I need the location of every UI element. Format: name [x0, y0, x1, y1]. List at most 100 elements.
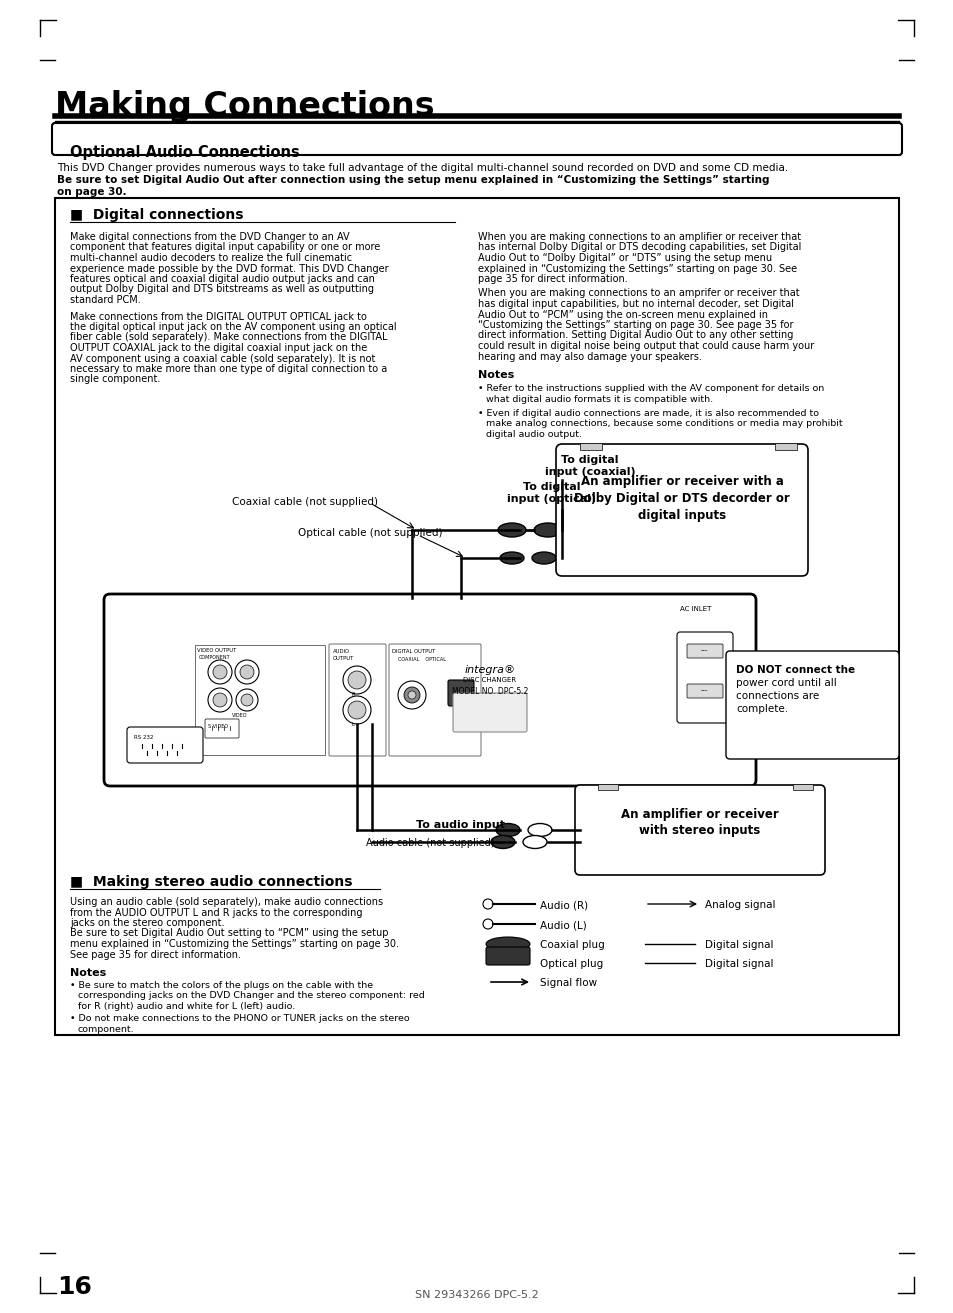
Text: the digital optical input jack on the AV component using an optical: the digital optical input jack on the AV… — [70, 322, 396, 332]
Ellipse shape — [522, 835, 546, 848]
Circle shape — [208, 688, 232, 712]
Circle shape — [348, 701, 366, 720]
Text: See page 35 for direct information.: See page 35 for direct information. — [70, 949, 241, 960]
FancyBboxPatch shape — [329, 643, 386, 756]
Text: input (optical): input (optical) — [507, 494, 596, 504]
FancyBboxPatch shape — [448, 680, 474, 706]
Text: Notes: Notes — [70, 968, 106, 978]
Text: on page 30.: on page 30. — [57, 186, 127, 197]
Text: Audio cable (not supplied): Audio cable (not supplied) — [365, 838, 494, 848]
Text: • Even if digital audio connections are made, it is also recommended to: • Even if digital audio connections are … — [477, 410, 818, 418]
Text: ---: --- — [700, 647, 707, 653]
FancyBboxPatch shape — [686, 643, 722, 658]
Text: An amplifier or receiver: An amplifier or receiver — [620, 807, 778, 821]
Circle shape — [482, 919, 493, 930]
Text: SN 29343266 DPC-5.2: SN 29343266 DPC-5.2 — [415, 1289, 538, 1300]
Text: single component.: single component. — [70, 374, 160, 385]
Text: make analog connections, because some conditions or media may prohibit: make analog connections, because some co… — [485, 419, 841, 428]
Text: • Refer to the instructions supplied with the AV component for details on: • Refer to the instructions supplied wit… — [477, 383, 823, 393]
Ellipse shape — [532, 551, 556, 565]
Text: has digital input capabilities, but no internal decoder, set Digital: has digital input capabilities, but no i… — [477, 299, 793, 309]
Text: AV component using a coaxial cable (sold separately). It is not: AV component using a coaxial cable (sold… — [70, 353, 375, 364]
Circle shape — [408, 691, 416, 699]
Bar — [55, 198, 898, 1035]
FancyBboxPatch shape — [686, 684, 722, 699]
Text: VIDEO: VIDEO — [232, 713, 248, 718]
Bar — [774, 442, 796, 450]
Ellipse shape — [496, 823, 519, 836]
Bar — [792, 784, 812, 790]
Text: standard PCM.: standard PCM. — [70, 295, 141, 305]
Ellipse shape — [499, 551, 523, 565]
Text: Optional Audio Connections: Optional Audio Connections — [70, 144, 299, 160]
Text: DISC CHANGER: DISC CHANGER — [463, 678, 516, 683]
Text: To digital: To digital — [522, 482, 580, 492]
Text: Notes: Notes — [477, 370, 514, 379]
Circle shape — [343, 666, 371, 695]
Text: RS 232: RS 232 — [133, 735, 153, 741]
Text: DO NOT connect the: DO NOT connect the — [735, 664, 854, 675]
Circle shape — [240, 664, 253, 679]
Text: complete.: complete. — [735, 704, 787, 714]
Text: COMPONENT: COMPONENT — [199, 655, 231, 660]
Text: connections are: connections are — [735, 691, 819, 701]
Circle shape — [213, 693, 227, 706]
Text: When you are making connections to an amprifer or receiver that: When you are making connections to an am… — [477, 289, 799, 298]
Text: AUDIO: AUDIO — [333, 649, 350, 654]
Text: multi-channel audio decoders to realize the full cinematic: multi-channel audio decoders to realize … — [70, 253, 352, 263]
Text: COAXIAL    OPTICAL: COAXIAL OPTICAL — [397, 656, 446, 662]
Ellipse shape — [534, 523, 561, 537]
FancyBboxPatch shape — [575, 785, 824, 874]
Circle shape — [235, 689, 257, 712]
Text: Audio Out to “Dolby Digital” or “DTS” using the setup menu: Audio Out to “Dolby Digital” or “DTS” us… — [477, 253, 771, 263]
Text: Dolby Digital or DTS decorder or: Dolby Digital or DTS decorder or — [574, 492, 789, 506]
Circle shape — [234, 660, 258, 684]
Text: Audio Out to “PCM” using the on-screen menu explained in: Audio Out to “PCM” using the on-screen m… — [477, 310, 767, 319]
Text: direct information. Setting Digital Audio Out to any other setting: direct information. Setting Digital Audi… — [477, 331, 793, 340]
Text: Be sure to set Digital Audio Out after connection using the setup menu explained: Be sure to set Digital Audio Out after c… — [57, 175, 769, 185]
Text: • Do not make connections to the PHONO or TUNER jacks on the stereo: • Do not make connections to the PHONO o… — [70, 1014, 409, 1023]
Text: has internal Dolby Digital or DTS decoding capabilities, set Digital: has internal Dolby Digital or DTS decodi… — [477, 243, 801, 252]
Text: OUTPUT: OUTPUT — [333, 656, 354, 660]
Text: • Be sure to match the colors of the plugs on the cable with the: • Be sure to match the colors of the plu… — [70, 981, 373, 990]
FancyBboxPatch shape — [205, 720, 239, 738]
Text: power cord until all: power cord until all — [735, 678, 836, 688]
Text: Analog signal: Analog signal — [704, 899, 775, 910]
Text: for R (right) audio and white for L (left) audio.: for R (right) audio and white for L (lef… — [78, 1002, 294, 1011]
Text: AC INLET: AC INLET — [679, 607, 711, 612]
FancyBboxPatch shape — [104, 593, 755, 786]
Text: integra®: integra® — [464, 664, 515, 675]
Text: ■  Digital connections: ■ Digital connections — [70, 207, 243, 222]
Text: input (coaxial): input (coaxial) — [544, 467, 635, 477]
Text: output Dolby Digital and DTS bitstreams as well as outputting: output Dolby Digital and DTS bitstreams … — [70, 285, 374, 294]
Text: To audio input: To audio input — [416, 821, 504, 830]
Text: Using an audio cable (sold separately), make audio connections: Using an audio cable (sold separately), … — [70, 897, 383, 907]
Text: Audio (R): Audio (R) — [539, 899, 587, 910]
Circle shape — [348, 671, 366, 689]
Circle shape — [403, 687, 419, 702]
Circle shape — [397, 681, 426, 709]
Text: “Customizing the Settings” starting on page 30. See page 35 for: “Customizing the Settings” starting on p… — [477, 320, 793, 330]
Text: R: R — [352, 692, 355, 697]
Text: component that features digital input capability or one or more: component that features digital input ca… — [70, 243, 380, 252]
Text: with stereo inputs: with stereo inputs — [639, 825, 760, 836]
Text: Make connections from the DIGITAL OUTPUT OPTICAL jack to: Make connections from the DIGITAL OUTPUT… — [70, 311, 367, 322]
Ellipse shape — [491, 835, 515, 848]
Text: S VIDEO: S VIDEO — [208, 723, 228, 729]
Text: component.: component. — [78, 1024, 134, 1033]
Text: Digital signal: Digital signal — [704, 940, 773, 951]
Text: corresponding jacks on the DVD Changer and the stereo component: red: corresponding jacks on the DVD Changer a… — [78, 991, 424, 1001]
Text: digital audio output.: digital audio output. — [485, 429, 581, 439]
Text: VIDEO OUTPUT: VIDEO OUTPUT — [196, 649, 236, 653]
Text: from the AUDIO OUTPUT L and R jacks to the corresponding: from the AUDIO OUTPUT L and R jacks to t… — [70, 907, 362, 918]
Text: Digital signal: Digital signal — [704, 958, 773, 969]
Text: features optical and coaxial digital audio output jacks and can: features optical and coaxial digital aud… — [70, 274, 375, 284]
Text: digital inputs: digital inputs — [638, 509, 725, 523]
FancyBboxPatch shape — [725, 651, 898, 759]
Text: OUTPUT COAXIAL jack to the digital coaxial input jack on the: OUTPUT COAXIAL jack to the digital coaxi… — [70, 343, 367, 353]
FancyBboxPatch shape — [556, 444, 807, 576]
Text: fiber cable (sold separately). Make connections from the DIGITAL: fiber cable (sold separately). Make conn… — [70, 332, 387, 343]
Circle shape — [213, 664, 227, 679]
Text: Audio (L): Audio (L) — [539, 920, 586, 930]
Text: hearing and may also damage your speakers.: hearing and may also damage your speaker… — [477, 352, 701, 361]
